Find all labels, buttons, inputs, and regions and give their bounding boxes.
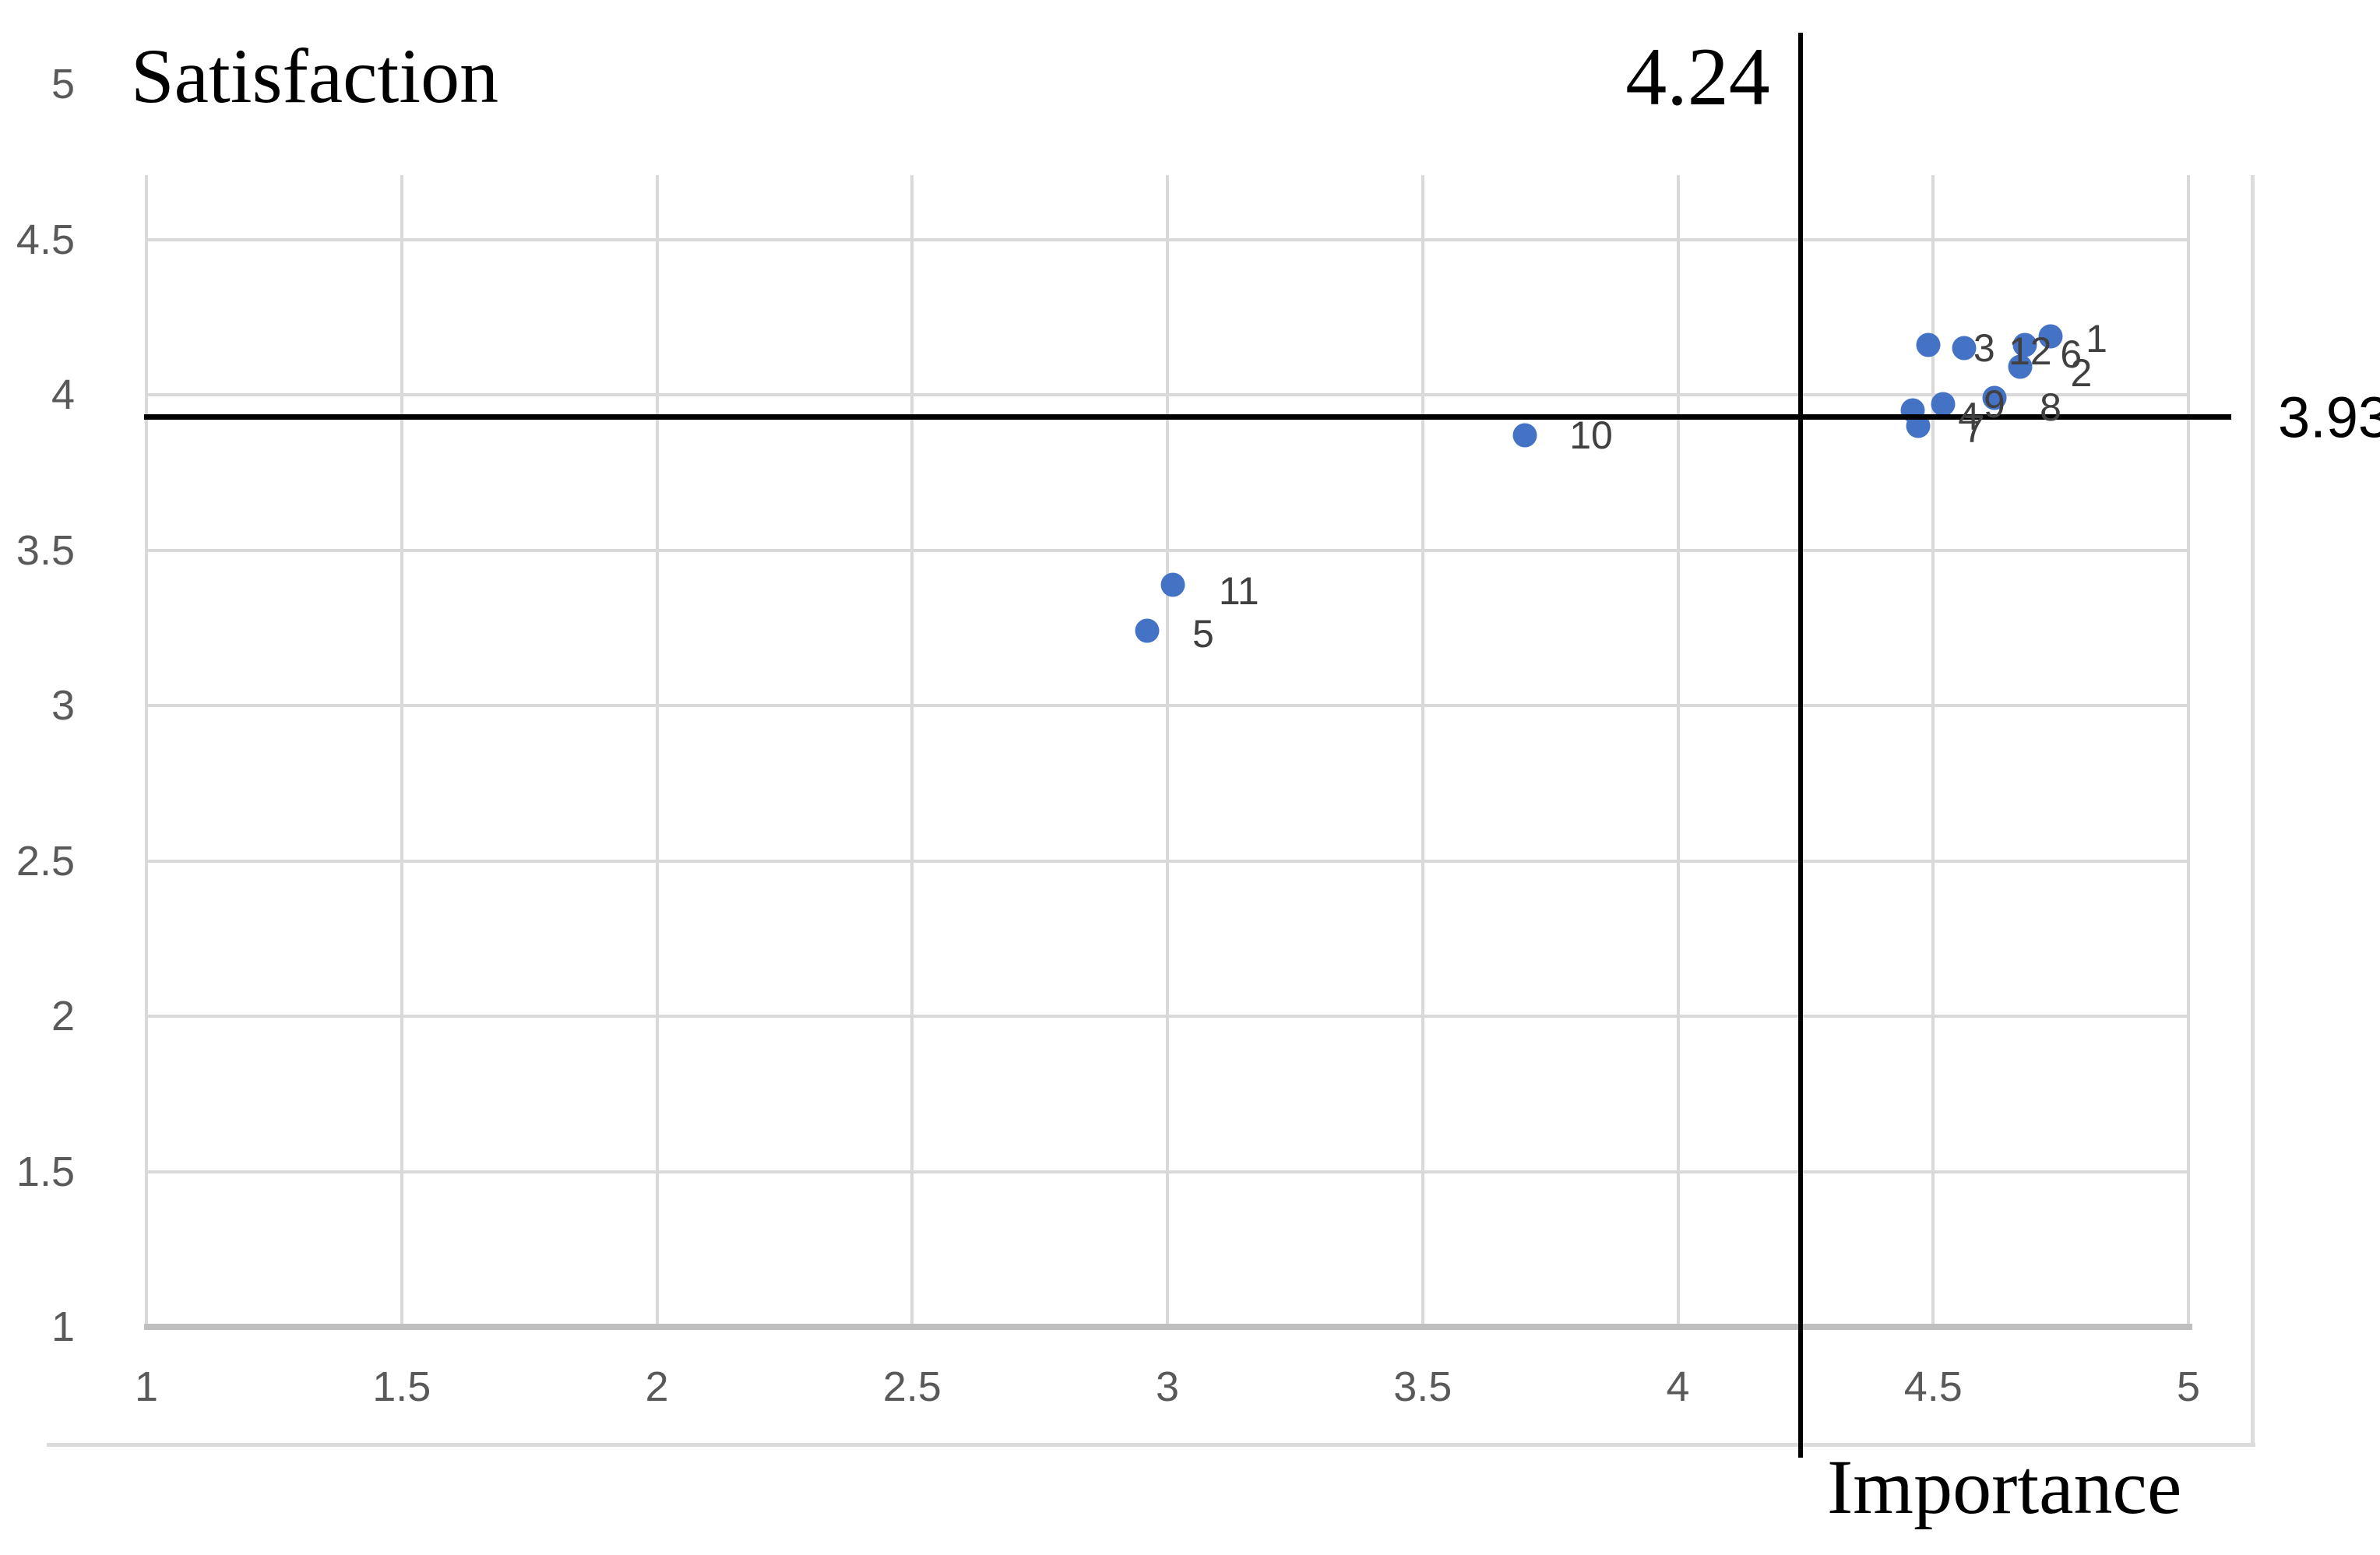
data-point-8 [1982, 385, 2007, 410]
y-tick-label-3: 3 [51, 682, 75, 730]
y-tick-label-2.5: 2.5 [16, 837, 75, 885]
x-mean-line [1797, 33, 1803, 1458]
point-label-3: 3 [1973, 326, 1995, 371]
gridline-x-4 [1676, 175, 1680, 1330]
y-tick-label-2: 2 [51, 993, 75, 1040]
data-point-9 [1931, 392, 1956, 417]
gridline-x-2.5 [910, 175, 914, 1330]
gridline-y-4 [146, 393, 2188, 397]
x-tick-label-3: 3 [1155, 1363, 1180, 1410]
y-tick-label-1: 1 [51, 1303, 75, 1350]
x-tick-label-1: 1 [134, 1363, 159, 1410]
x-tick-label-4.5: 4.5 [1903, 1363, 1963, 1410]
x-tick-label-1.5: 1.5 [372, 1363, 431, 1410]
y-mean-value-label: 3.93 [2278, 385, 2380, 450]
y-axis-title: Satisfaction [131, 33, 499, 119]
gridline-y-4.5 [146, 237, 2188, 241]
chart-border-bottom [47, 1443, 2255, 1447]
y-tick-label-5: 5 [51, 61, 75, 108]
y-tick-label-1.5: 1.5 [16, 1148, 75, 1195]
point-label-12: 12 [2008, 329, 2052, 374]
gridline-x-1 [145, 175, 148, 1330]
point-label-8: 8 [2040, 385, 2061, 430]
point-label-10: 10 [1569, 413, 1613, 458]
data-point-11 [1160, 572, 1185, 597]
gridline-y-2.5 [146, 859, 2188, 863]
x-tick-label-2: 2 [645, 1363, 669, 1410]
gridline-y-3.5 [146, 548, 2188, 552]
gridline-y-1.5 [146, 1170, 2188, 1173]
gridline-x-1.5 [400, 175, 403, 1330]
x-mean-value-label: 4.24 [1625, 31, 1770, 122]
y-tick-label-4.5: 4.5 [16, 216, 75, 263]
point-label-4: 4 [1958, 395, 1980, 439]
y-tick-label-4: 4 [51, 371, 75, 419]
gridline-x-3.5 [1421, 175, 1424, 1330]
data-point-1 [2038, 324, 2063, 348]
x-tick-label-5: 5 [2176, 1363, 2201, 1410]
x-axis-title: Importance [1827, 1444, 2182, 1530]
point-label-1: 1 [2086, 317, 2107, 361]
y-tick-label-3.5: 3.5 [16, 526, 75, 574]
x-tick-label-2.5: 2.5 [882, 1363, 942, 1410]
gridline-x-3 [1166, 175, 1169, 1330]
point-label-7: 7 [1963, 407, 1985, 452]
data-point-6 [2012, 332, 2037, 357]
data-point-5 [1135, 618, 1160, 643]
point-label-5: 5 [1192, 612, 1214, 656]
gridline-y-3 [146, 704, 2188, 708]
gridline-y-2 [146, 1015, 2188, 1018]
point-label-11: 11 [1218, 568, 1259, 613]
data-point-2 [2008, 354, 2033, 379]
point-label-9: 9 [1984, 382, 2005, 427]
point-label-2: 2 [2070, 351, 2093, 396]
gridline-x-5 [2187, 175, 2190, 1330]
x-axis-line [144, 1324, 2192, 1330]
data-point-10 [1512, 423, 1537, 448]
x-tick-label-4: 4 [1666, 1363, 1690, 1410]
x-tick-label-3.5: 3.5 [1393, 1363, 1452, 1410]
gridline-x-4.5 [1931, 175, 1935, 1330]
y-mean-line [144, 413, 2231, 420]
chart-border-right [2251, 175, 2255, 1444]
data-point-12 [1952, 336, 1977, 361]
point-label-6: 6 [2060, 332, 2082, 377]
gridline-x-2 [655, 175, 659, 1330]
data-point-3 [1916, 332, 1941, 357]
